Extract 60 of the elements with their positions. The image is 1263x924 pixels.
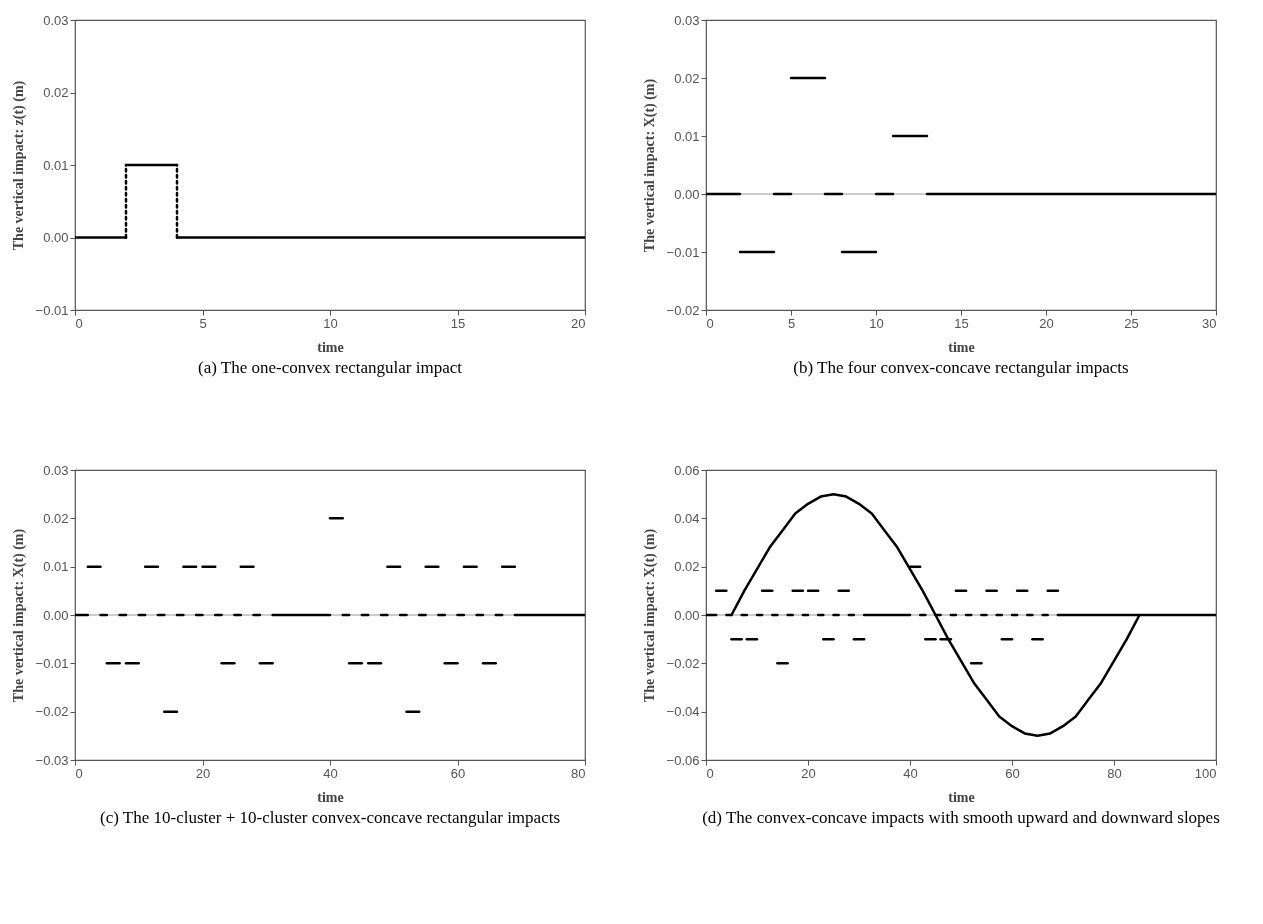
x-tick-label: 0	[706, 765, 714, 781]
y-tick-label: −0.03	[35, 752, 69, 768]
x-tick-label: 60	[1005, 765, 1020, 781]
y-axis-title: The vertical impact: X(t) (m)	[641, 528, 658, 703]
y-tick-label: 0.00	[43, 230, 69, 245]
y-tick-label: −0.02	[666, 302, 700, 318]
x-tick-label: 30	[1202, 315, 1217, 331]
x-tick-label: 20	[801, 765, 816, 781]
y-tick-label: 0.06	[674, 462, 700, 478]
y-tick-label: 0.02	[674, 559, 700, 575]
x-tick-label: 20	[1039, 315, 1054, 331]
y-tick-label: 0.03	[43, 462, 69, 478]
x-tick-label: 10	[869, 315, 884, 331]
y-axis-title: The vertical impact: X(t) (m)	[10, 528, 27, 703]
x-tick-label: 80	[1107, 765, 1122, 781]
y-tick-label: 0.03	[674, 12, 700, 28]
x-tick-label: 5	[787, 315, 796, 331]
y-tick-label: −0.02	[35, 704, 69, 720]
x-tick-label: 20	[571, 315, 586, 331]
x-tick-label: 60	[450, 765, 466, 781]
x-axis-title: time	[317, 789, 344, 805]
y-axis-title: The vertical impact: z(t) (m)	[10, 80, 27, 251]
y-tick-label: 0.00	[674, 186, 700, 202]
y-tick-label: −0.01	[666, 244, 700, 260]
y-tick-label: −0.01	[35, 655, 69, 671]
y-tick-label: −0.06	[666, 752, 700, 768]
x-tick-label: 40	[323, 765, 338, 781]
x-axis-title: time	[948, 789, 975, 805]
y-tick-label: 0.00	[674, 607, 700, 623]
y-axis-title: The vertical impact: X(t) (m)	[641, 78, 658, 253]
y-tick-label: 0.02	[43, 85, 69, 100]
y-tick-label: −0.02	[666, 655, 700, 671]
x-tick-label: 0	[75, 315, 83, 331]
y-tick-label: 0.03	[43, 12, 69, 28]
y-tick-label: −0.01	[35, 302, 69, 318]
y-tick-label: 0.01	[43, 559, 69, 575]
y-tick-label: 0.04	[674, 510, 700, 526]
x-tick-label: 0	[706, 315, 714, 331]
text: (c) The 10-cluster + 10-cluster convex-concave rectangular impacts	[99, 808, 561, 827]
y-tick-label: 0.01	[43, 157, 69, 173]
y-tick-label: 0.02	[674, 70, 700, 86]
x-tick-label: 0	[75, 765, 83, 781]
y-tick-label: −0.04	[666, 704, 700, 720]
x-axis-title: time	[948, 339, 975, 355]
x-tick-label: 25	[1124, 315, 1139, 331]
text: (a) The one-convex rectangular impact	[198, 358, 463, 377]
y-tick-label: 0.00	[43, 607, 69, 623]
y-tick-label: 0.01	[674, 128, 700, 144]
x-tick-label: 5	[199, 315, 207, 331]
y-tick-label: 0.02	[43, 510, 69, 526]
x-tick-label: 15	[450, 315, 466, 331]
x-tick-label: 20	[195, 765, 211, 781]
x-tick-label: 40	[903, 765, 918, 781]
x-tick-label: 80	[571, 765, 586, 781]
x-axis-title: time	[317, 339, 344, 355]
text: (d) The convex-concave impacts with smooth upward and downward slopes	[702, 808, 1220, 827]
x-tick-label: 100	[1194, 765, 1217, 781]
x-tick-label: 15	[954, 315, 969, 331]
text: (b) The four convex-concave rectangular impacts	[793, 358, 1129, 377]
x-tick-label: 10	[323, 315, 338, 331]
